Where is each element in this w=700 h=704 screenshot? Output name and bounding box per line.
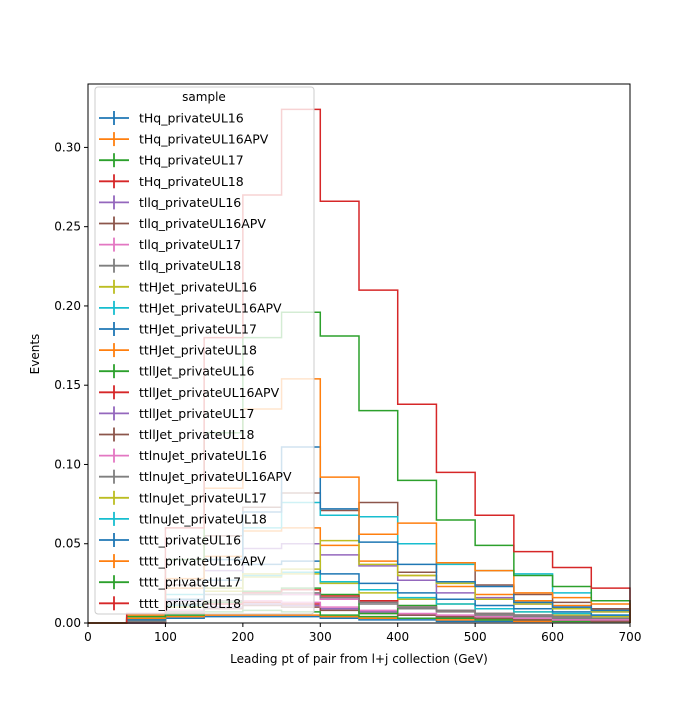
plot-frame (87, 83, 631, 624)
legend-label: tttt_privateUL16 (139, 533, 241, 548)
legend-entry: ttllJet_privateUL16 (99, 364, 255, 379)
x-axis-ticks: 0 100 200 300 400 500 600 700 (84, 623, 641, 644)
y-axis-label: Events (28, 334, 42, 375)
legend-label: tllq_privateUL17 (139, 237, 241, 252)
y-tick-label: 0.20 (54, 299, 81, 313)
y-tick-label: 0.15 (54, 378, 81, 392)
y-axis-ticks: 0.00 0.05 0.10 0.15 0.20 0.25 0.30 (54, 140, 88, 630)
x-tick-label: 100 (154, 630, 177, 644)
x-tick-label: 300 (309, 630, 332, 644)
legend-label: tHq_privateUL17 (139, 153, 244, 168)
legend-label: tllq_privateUL16APV (139, 216, 266, 231)
legend-entry: tttt_privateUL17 (99, 575, 241, 590)
x-tick-label: 200 (231, 630, 254, 644)
legend-label: tttt_privateUL17 (139, 575, 241, 590)
y-tick-label: 0.30 (54, 140, 81, 154)
legend-label: ttHJet_privateUL16 (139, 279, 257, 294)
legend-label: ttllJet_privateUL18 (139, 427, 255, 442)
x-tick-label: 600 (541, 630, 564, 644)
legend-label: tttt_privateUL16APV (139, 554, 266, 569)
legend-label: ttllJet_privateUL17 (139, 406, 255, 421)
legend-entry: ttllJet_privateUL16APV (99, 385, 280, 400)
legend-label: ttlnuJet_privateUL18 (139, 511, 267, 526)
legend-label: tllq_privateUL16 (139, 195, 241, 210)
legend-entry: tttt_privateUL16 (99, 533, 241, 548)
legend-entry: ttlnuJet_privateUL18 (99, 511, 267, 526)
x-tick-label: 500 (464, 630, 487, 644)
x-tick-label: 400 (386, 630, 409, 644)
legend-entry: tHq_privateUL16APV (99, 132, 269, 147)
y-tick-label: 0.10 (54, 457, 81, 471)
legend-label: tHq_privateUL18 (139, 174, 244, 189)
legend-label: tHq_privateUL16 (139, 111, 244, 126)
legend-label: ttHJet_privateUL17 (139, 322, 257, 337)
legend-entry: tttt_privateUL16APV (99, 554, 266, 569)
legend: sample tHq_privateUL16 tHq_privateUL16APV… (94, 86, 315, 615)
legend-label: tllq_privateUL18 (139, 258, 241, 273)
legend-entry: ttlnuJet_privateUL16 (99, 448, 267, 463)
legend-label: ttHJet_privateUL16APV (139, 300, 282, 315)
legend-entry: ttHJet_privateUL16 (99, 279, 257, 294)
x-tick-label: 700 (619, 630, 642, 644)
legend-entry: tHq_privateUL17 (99, 153, 244, 168)
y-tick-label: 0.00 (54, 616, 81, 630)
legend-label: ttHJet_privateUL18 (139, 343, 257, 358)
legend-entry: ttlnuJet_privateUL17 (99, 490, 267, 505)
legend-entry: ttlnuJet_privateUL16APV (99, 469, 292, 484)
legend-label: ttlnuJet_privateUL17 (139, 490, 267, 505)
x-axis-label: Leading pt of pair from l+j collection (… (230, 652, 488, 666)
legend-label: tttt_privateUL18 (139, 596, 241, 611)
legend-label: ttllJet_privateUL16 (139, 364, 255, 379)
legend-label: tHq_privateUL16APV (139, 132, 269, 147)
legend-entry: tttt_privateUL18 (99, 596, 241, 611)
legend-title: sample (182, 90, 226, 104)
legend-label: ttlnuJet_privateUL16APV (139, 469, 292, 484)
legend-entry: tllq_privateUL17 (99, 237, 241, 252)
series-step-line (88, 614, 631, 624)
x-tick-label: 0 (84, 630, 92, 644)
legend-items: tHq_privateUL16 tHq_privateUL16APV tHq_pri… (99, 111, 292, 611)
legend-entry: tHq_privateUL16 (99, 111, 244, 126)
legend-label: ttllJet_privateUL16APV (139, 385, 280, 400)
legend-box (94, 86, 315, 615)
legend-entry: ttllJet_privateUL18 (99, 427, 255, 442)
legend-label: ttlnuJet_privateUL16 (139, 448, 267, 463)
y-tick-label: 0.05 (54, 537, 81, 551)
legend-entry: ttllJet_privateUL17 (99, 406, 255, 421)
legend-entry: tHq_privateUL18 (99, 174, 244, 189)
legend-entry: tllq_privateUL18 (99, 258, 241, 273)
y-tick-label: 0.25 (54, 220, 81, 234)
legend-entry: tllq_privateUL16APV (99, 216, 266, 231)
legend-entry: ttHJet_privateUL17 (99, 322, 257, 337)
legend-entry: tllq_privateUL16 (99, 195, 241, 210)
legend-entry: ttHJet_privateUL16APV (99, 300, 282, 315)
legend-entry: ttHJet_privateUL18 (99, 343, 257, 358)
